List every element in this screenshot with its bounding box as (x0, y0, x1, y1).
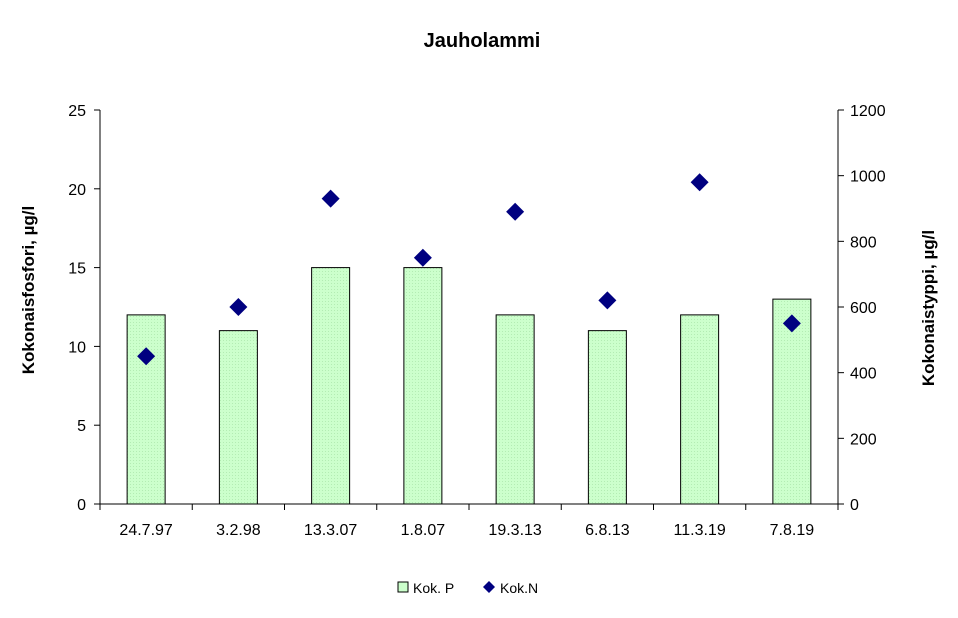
axes (99, 110, 839, 505)
x-tick-label: 24.7.97 (119, 522, 172, 539)
y-tick-label-left: 25 (68, 103, 86, 120)
y-tick-label-left: 0 (77, 497, 86, 514)
bar-series (126, 267, 812, 505)
point-11.3.19 (690, 173, 709, 192)
scatter-series (137, 173, 801, 366)
y-tick-label-right: 0 (850, 497, 859, 514)
x-tick-label: 19.3.13 (488, 522, 541, 539)
legend-label-bar: Kok. P (413, 580, 454, 596)
legend: Kok. P Kok.N (397, 580, 538, 596)
point-19.3.13 (506, 202, 525, 221)
y-tick-label-left: 15 (68, 261, 86, 278)
y-tick-label-right: 1200 (850, 103, 886, 120)
x-tick-label: 1.8.07 (401, 522, 446, 539)
x-tick-label: 13.3.07 (304, 522, 357, 539)
point-1.8.07 (413, 248, 432, 267)
x-tick-label: 11.3.19 (674, 522, 726, 539)
bar-3.2.98 (218, 330, 258, 505)
x-tick-label: 3.2.98 (216, 522, 261, 539)
point-24.7.97 (137, 347, 156, 366)
point-13.3.07 (321, 189, 340, 208)
right-axis-ticks: 0 200 400 600 800 1000 1200 (838, 103, 886, 514)
y-tick-label-right: 1000 (850, 169, 886, 186)
legend-marker-diamond (483, 581, 495, 593)
y-axis-label-right: Kokonaistyppi, µg/l (919, 230, 938, 386)
point-6.8.13 (598, 291, 617, 310)
bar-19.3.13 (495, 314, 535, 505)
y-tick-label-left: 10 (68, 339, 86, 356)
bar-1.8.07 (403, 267, 443, 505)
bar-13.3.07 (311, 267, 351, 505)
bar-11.3.19 (680, 314, 720, 505)
bar-6.8.13 (587, 330, 627, 505)
left-axis-ticks: 0 5 10 15 20 25 (68, 103, 100, 514)
bar-24.7.97 (126, 314, 166, 505)
legend-swatch-bar (397, 581, 409, 593)
point-7.8.19 (782, 314, 801, 333)
x-tick-label: 7.8.19 (770, 522, 815, 539)
y-tick-label-left: 20 (68, 182, 86, 199)
x-axis-ticks: 24.7.97 3.2.98 13.3.07 1.8.07 19.3.13 6.8.13 1… (99, 504, 839, 539)
y-tick-label-right: 800 (850, 234, 877, 251)
y-tick-label-right: 600 (850, 300, 877, 317)
y-tick-label-right: 200 (850, 431, 877, 448)
bar-7.8.19 (772, 298, 812, 505)
chart-title: Jauholammi (424, 30, 541, 52)
x-tick-label: 6.8.13 (585, 522, 630, 539)
y-tick-label-left: 5 (77, 418, 86, 435)
y-tick-label-right: 400 (850, 366, 877, 383)
legend-label-scatter: Kok.N (500, 580, 538, 596)
y-axis-label-left: Kokonaisfosfori, µg/l (19, 206, 38, 374)
point-3.2.98 (229, 298, 248, 316)
